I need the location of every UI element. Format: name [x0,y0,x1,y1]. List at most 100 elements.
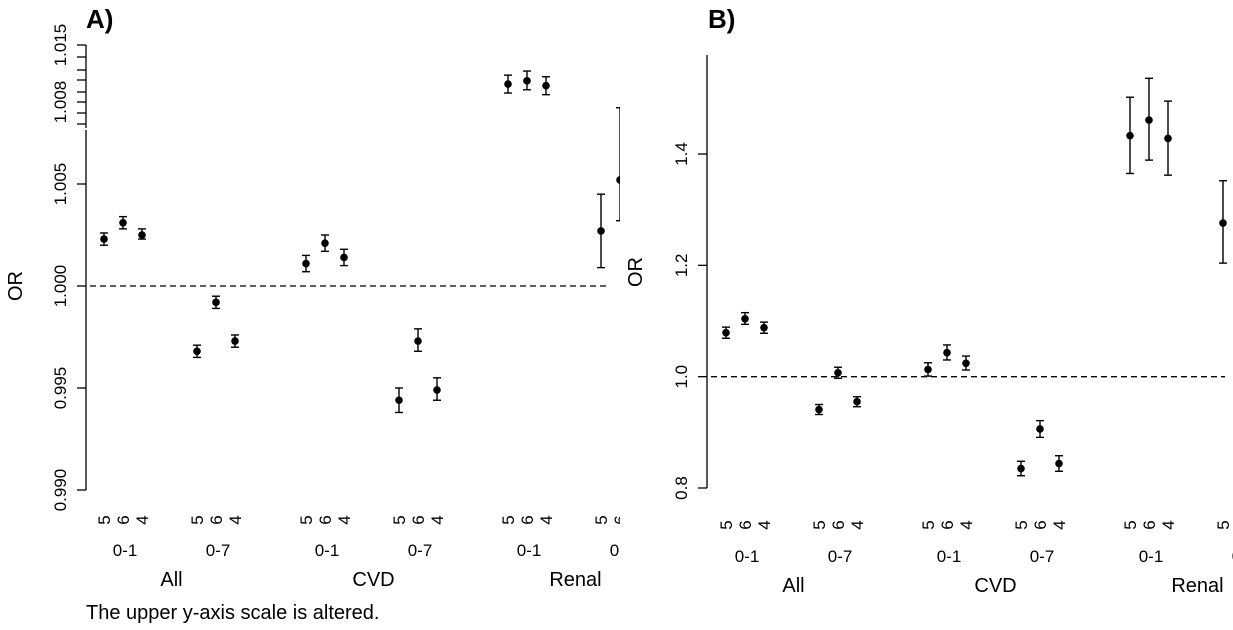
y-tick-label: 1.2 [672,254,691,278]
x-lag-label: 0-7 [828,547,853,566]
x-level-label: 4 [848,520,867,529]
x-lag-label: 0-1 [735,547,760,566]
x-level-label: 4 [133,515,152,524]
x-level-label: 6 [736,520,755,529]
x-level-label: 5 [592,515,611,524]
y-tick-label: 1.008 [51,81,70,124]
y-axis-label: OR [5,271,27,301]
data-point [616,176,620,184]
x-group-label: All [160,569,182,591]
x-level-label: 6 [518,515,537,524]
x-group-label: All [782,575,804,597]
x-group-label: CVD [352,569,394,591]
x-group-label: CVD [974,575,1016,597]
x-level-label: 4 [1159,520,1178,529]
y-tick-label: 1.005 [51,163,70,206]
y-tick-label: 1.4 [672,142,691,166]
x-lag-label: 0-7 [206,541,231,560]
x-level-label: 4 [335,515,354,524]
x-lag-label: 0-7 [1232,547,1233,566]
x-level-label: 6 [207,515,226,524]
data-point [722,328,730,337]
x-level-label: 5 [297,515,316,524]
data-point [119,218,127,227]
y-tick-label: 0.990 [51,469,70,512]
data-point [741,314,749,323]
x-level-label: 5 [1012,520,1031,529]
x-lag-label: 0-7 [610,541,620,560]
data-point [321,239,329,247]
data-point [962,359,970,368]
y-tick-label: 1.0 [672,365,691,389]
data-point [433,386,441,394]
data-point [340,253,348,262]
data-point [853,397,861,406]
data-point [302,259,310,268]
x-lag-label: 0-1 [1139,547,1164,566]
x-lag-label: 0-7 [1030,547,1055,566]
data-point [1145,116,1153,124]
data-point [815,405,823,414]
panel-b-chart: 0.81.01.21.4OR5645645645645645645645640-… [625,55,1233,597]
data-point [193,347,201,356]
data-point [1017,464,1025,473]
x-level-label: 5 [188,515,207,524]
data-point [1164,134,1172,143]
x-group-label: Renal [549,569,601,591]
data-point [760,323,768,332]
data-point [1219,219,1227,227]
footnote: The upper y-axis scale is altered. [86,602,380,624]
x-level-label: 4 [1050,520,1069,529]
x-level-label: 4 [226,515,245,524]
y-tick-label: 1.015 [51,24,70,67]
data-point [504,80,512,88]
data-point [523,77,531,85]
data-point [100,235,108,243]
data-point [1036,425,1044,433]
data-point [1126,131,1134,140]
x-level-label: 6 [938,520,957,529]
data-point [231,337,239,345]
data-point [924,365,932,374]
data-point [212,298,220,307]
x-level-label: 5 [810,520,829,529]
x-level-label: 6 [316,515,335,524]
x-level-label: 5 [390,515,409,524]
x-level-label: 5 [717,520,736,529]
data-point [414,337,422,345]
data-point [1055,459,1063,468]
x-level-label: 4 [957,520,976,529]
x-level-label: 6 [611,515,620,524]
x-level-label: 5 [95,515,114,524]
x-level-label: 6 [409,515,428,524]
panel-b-label: B) [708,4,736,34]
x-level-label: 6 [1031,520,1050,529]
y-tick-label: 0.8 [672,476,691,500]
y-tick-label: 1.000 [51,265,70,308]
x-lag-label: 0-1 [517,541,542,560]
x-level-label: 6 [1140,520,1159,529]
x-level-label: 6 [829,520,848,529]
x-lag-label: 0-1 [937,547,962,566]
panel-a-label: A) [86,4,114,34]
x-level-label: 5 [1121,520,1140,529]
x-lag-label: 0-1 [113,541,138,560]
x-level-label: 5 [1214,520,1233,529]
y-tick-label: 0.995 [51,367,70,410]
data-point [395,396,403,405]
x-level-label: 6 [114,515,133,524]
x-level-label: 4 [428,515,447,524]
x-level-label: 4 [537,515,556,524]
x-lag-label: 0-1 [315,541,340,560]
x-level-label: 4 [755,520,774,529]
data-point [943,348,951,357]
data-point [542,81,550,90]
x-group-label: Renal [1171,575,1223,597]
data-point [834,368,842,377]
data-point [597,227,605,235]
data-point [138,231,146,239]
x-level-label: 5 [499,515,518,524]
x-level-label: 5 [919,520,938,529]
